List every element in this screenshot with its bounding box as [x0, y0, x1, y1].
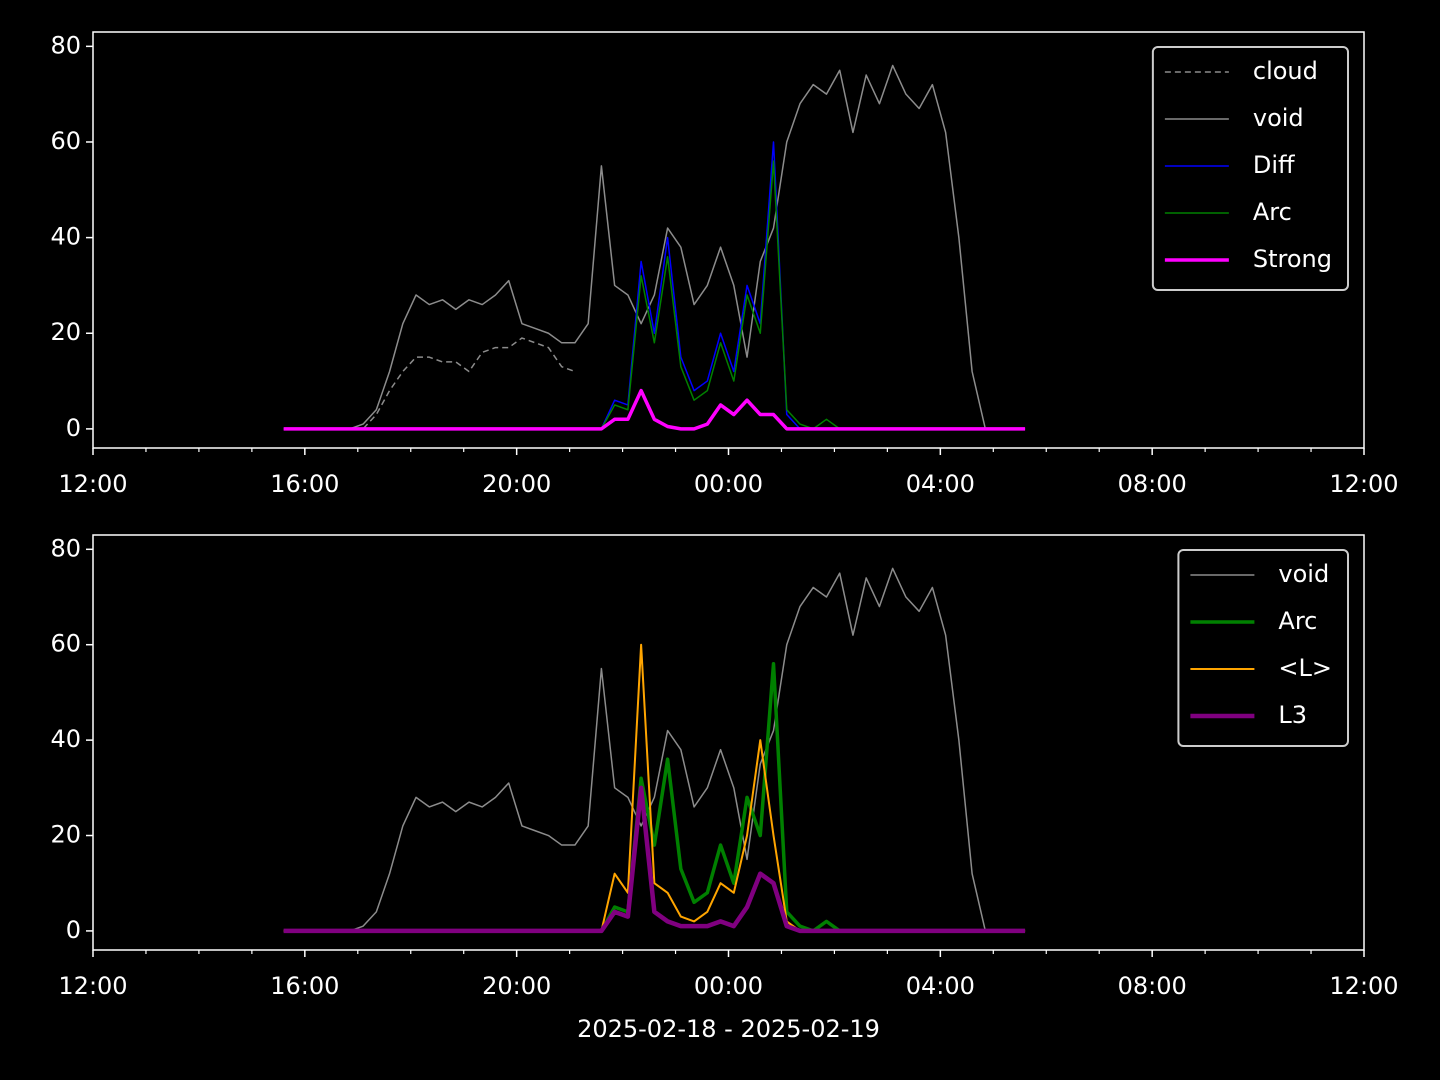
series-line — [283, 567, 1026, 932]
x-tick-label: 00:00 — [694, 972, 763, 1000]
axes: 0 20 40 60 80 12:00 16:00 20:00 00:00 04:00 08:00 1… — [50, 31, 1398, 498]
legend-box — [1151, 46, 1349, 291]
legend-box — [1177, 549, 1349, 747]
y-tick-label: 0 — [66, 916, 81, 944]
x-tick-label: 20:00 — [482, 470, 551, 498]
y-tick-label: 20 — [50, 318, 81, 346]
x-tick-label: 08:00 — [1118, 972, 1187, 1000]
plot-area — [283, 64, 1026, 431]
y-tick-label: 60 — [50, 127, 81, 155]
x-tick-label: 16:00 — [270, 972, 339, 1000]
legend: cloud void Diff Arc Strong — [1151, 46, 1349, 291]
y-tick-label: 20 — [50, 821, 81, 849]
legend-label: Diff — [1253, 151, 1295, 179]
x-tick-label: 12:00 — [1329, 470, 1398, 498]
x-tick-label: 04:00 — [906, 972, 975, 1000]
series-line — [283, 785, 1026, 934]
x-tick-label: 08:00 — [1118, 470, 1187, 498]
series-line — [283, 64, 1026, 430]
x-tick-label: 12:00 — [58, 972, 127, 1000]
x-tick-label: 12:00 — [58, 470, 127, 498]
x-tick-label: 16:00 — [270, 470, 339, 498]
x-axis-label: 2025-02-18 - 2025-02-19 — [577, 1015, 880, 1043]
legend-label: Arc — [1253, 198, 1292, 226]
axes: 0 20 40 60 80 12:00 16:00 20:00 00:00 04:00 08:00 1… — [50, 534, 1398, 1043]
legend-label: Strong — [1253, 245, 1332, 273]
legend-label: <L> — [1278, 654, 1332, 682]
x-tick-label: 04:00 — [906, 470, 975, 498]
series-line — [283, 337, 576, 430]
y-tick-label: 40 — [50, 725, 81, 753]
legend-label: cloud — [1253, 57, 1318, 85]
axes-frame — [92, 31, 1365, 449]
y-tick-label: 40 — [50, 223, 81, 251]
legend: void Arc <L> L3 — [1177, 549, 1349, 747]
legend-label: Arc — [1278, 607, 1317, 635]
x-tick-label: 00:00 — [694, 470, 763, 498]
y-tick-label: 60 — [50, 630, 81, 658]
legend-label: L3 — [1278, 701, 1307, 729]
series-line — [283, 388, 1026, 431]
legend-label: void — [1253, 104, 1304, 132]
x-tick-label: 20:00 — [482, 972, 551, 1000]
y-tick-label: 80 — [50, 534, 81, 562]
axes-frame — [92, 534, 1365, 951]
y-tick-label: 80 — [50, 31, 81, 59]
x-tick-label: 12:00 — [1329, 972, 1398, 1000]
legend-label: void — [1278, 560, 1329, 588]
y-tick-label: 0 — [66, 414, 81, 442]
plot-area — [283, 567, 1026, 934]
